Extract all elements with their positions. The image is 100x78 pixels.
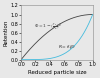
Text: $R = f(\beta)$: $R = f(\beta)$ <box>58 43 76 51</box>
Text: $\Phi = 1 - \left(\frac{r_s}{r_p}\right)^2$: $\Phi = 1 - \left(\frac{r_s}{r_p}\right)… <box>34 22 62 32</box>
X-axis label: Reduced particle size: Reduced particle size <box>28 69 86 74</box>
Y-axis label: Retention: Retention <box>4 19 8 46</box>
